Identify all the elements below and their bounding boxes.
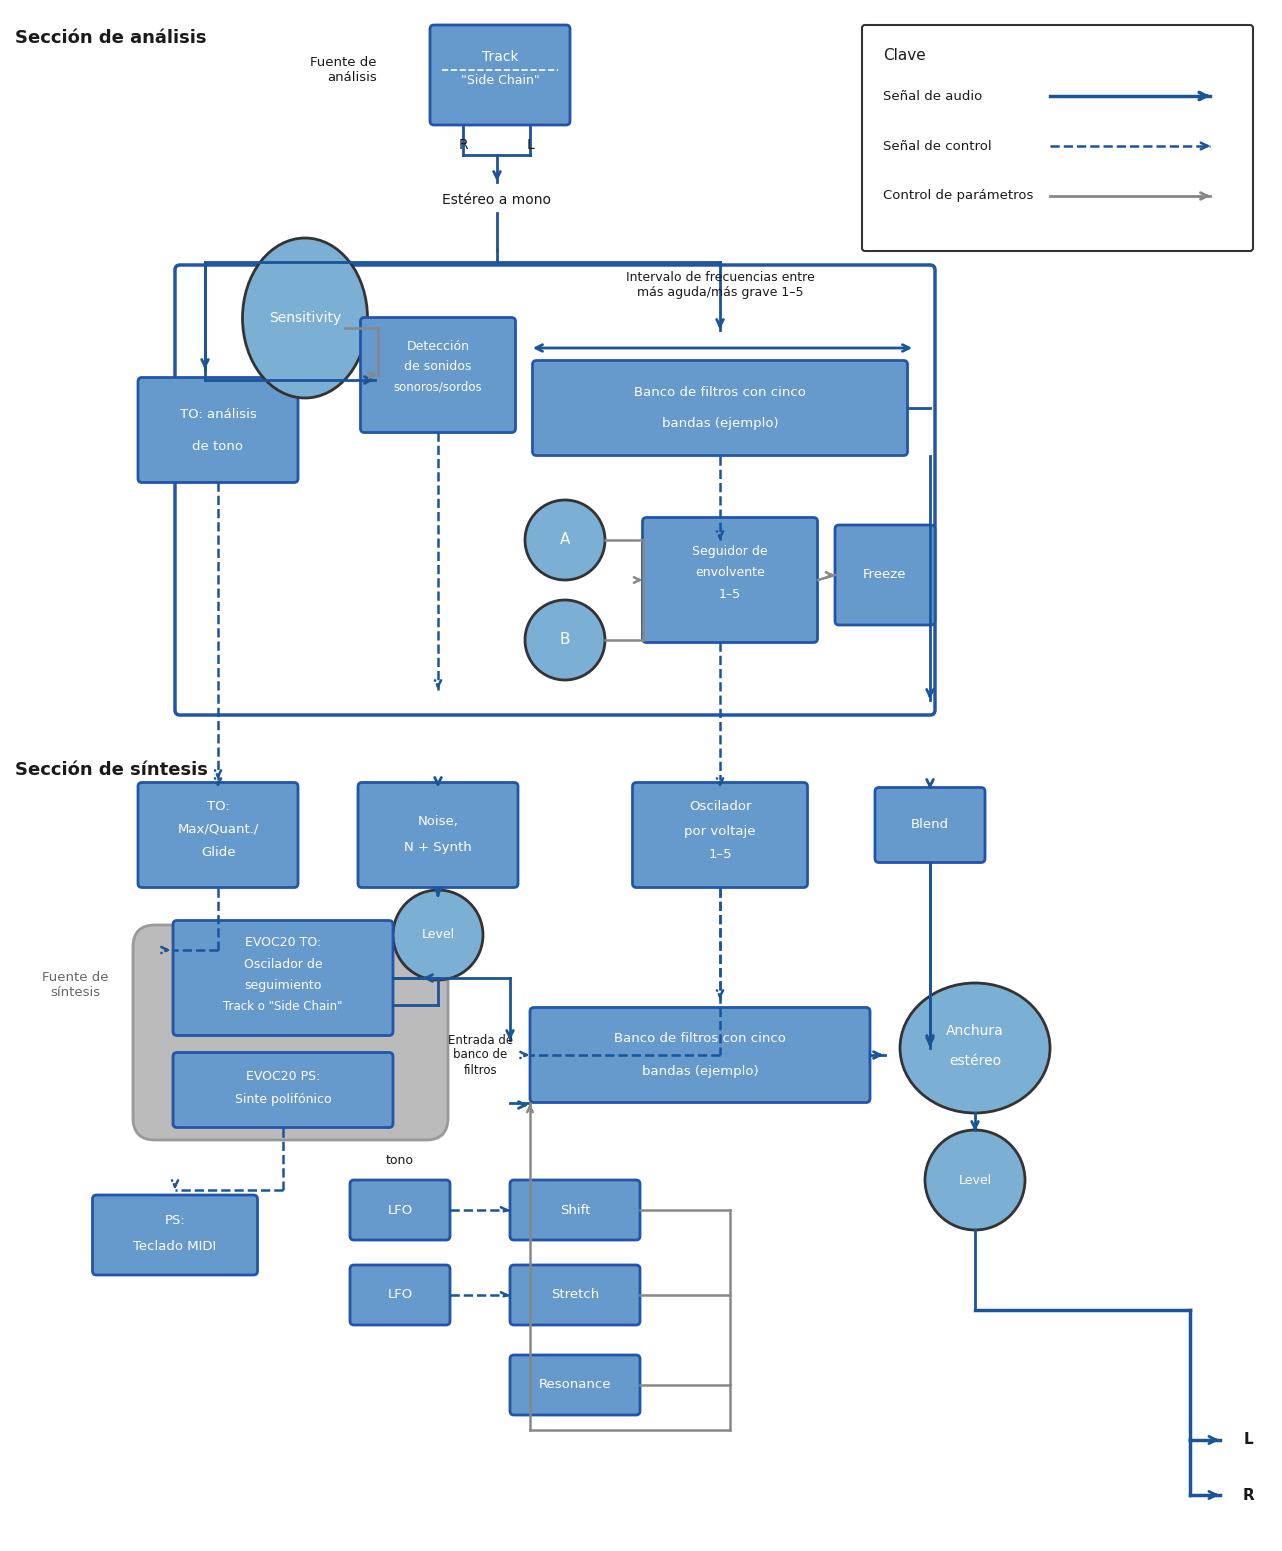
Text: Fuente de
síntesis: Fuente de síntesis — [42, 971, 108, 999]
Text: tono: tono — [386, 1154, 414, 1166]
FancyBboxPatch shape — [510, 1180, 640, 1239]
Text: Oscilador: Oscilador — [688, 800, 751, 814]
Text: R: R — [458, 138, 468, 152]
Text: LFO: LFO — [387, 1289, 413, 1301]
Text: Level: Level — [959, 1174, 991, 1187]
Text: Banco de filtros con cinco: Banco de filtros con cinco — [635, 386, 806, 400]
FancyBboxPatch shape — [835, 524, 935, 625]
Text: seguimiento: seguimiento — [245, 979, 322, 991]
Text: EVOC20 TO:: EVOC20 TO: — [245, 937, 320, 949]
Text: Detección: Detección — [406, 341, 469, 354]
Ellipse shape — [394, 890, 483, 980]
Text: Sección de síntesis: Sección de síntesis — [15, 762, 208, 779]
Text: L: L — [526, 138, 533, 152]
Text: Glide: Glide — [201, 847, 236, 859]
Text: Blend: Blend — [912, 819, 949, 831]
FancyBboxPatch shape — [510, 1266, 640, 1325]
Text: Noise,: Noise, — [418, 814, 459, 828]
Text: Max/Quant./: Max/Quant./ — [177, 822, 259, 836]
Ellipse shape — [526, 600, 605, 679]
Text: Señal de control: Señal de control — [883, 140, 991, 152]
Text: Banco de filtros con cinco: Banco de filtros con cinco — [614, 1033, 786, 1045]
Text: de tono: de tono — [192, 439, 244, 453]
Text: B: B — [560, 633, 570, 647]
FancyBboxPatch shape — [360, 318, 515, 433]
Text: TO:: TO: — [206, 800, 229, 814]
FancyBboxPatch shape — [532, 360, 908, 456]
FancyBboxPatch shape — [642, 518, 818, 642]
Text: sonoros/sordos: sonoros/sordos — [394, 380, 482, 394]
Text: Teclado MIDI: Teclado MIDI — [133, 1241, 217, 1253]
FancyBboxPatch shape — [173, 920, 394, 1036]
Text: bandas (ejemplo): bandas (ejemplo) — [662, 417, 778, 430]
Text: envolvente: envolvente — [695, 566, 765, 579]
Text: Seguidor de: Seguidor de — [692, 546, 768, 558]
Text: estéreo: estéreo — [949, 1055, 1001, 1069]
Text: Sensitivity: Sensitivity — [269, 312, 341, 326]
Text: R: R — [1242, 1487, 1254, 1503]
Text: 1–5: 1–5 — [719, 588, 741, 600]
Ellipse shape — [526, 499, 605, 580]
Text: 1–5: 1–5 — [708, 848, 732, 861]
FancyBboxPatch shape — [510, 1356, 640, 1415]
Text: bandas (ejemplo): bandas (ejemplo) — [642, 1064, 759, 1078]
Text: A: A — [560, 532, 570, 548]
Text: de sonidos: de sonidos — [404, 360, 472, 374]
Text: Control de parámetros: Control de parámetros — [883, 189, 1033, 203]
FancyBboxPatch shape — [358, 783, 518, 887]
Ellipse shape — [926, 1131, 1026, 1230]
FancyBboxPatch shape — [862, 25, 1253, 251]
Text: Sinte polifónico: Sinte polifónico — [235, 1093, 331, 1106]
FancyBboxPatch shape — [429, 25, 570, 126]
FancyBboxPatch shape — [138, 783, 297, 887]
Text: Track: Track — [482, 50, 518, 64]
FancyBboxPatch shape — [133, 924, 447, 1140]
FancyBboxPatch shape — [92, 1194, 258, 1275]
Text: Stretch: Stretch — [551, 1289, 599, 1301]
Text: LFO: LFO — [387, 1204, 413, 1216]
Text: Sección de análisis: Sección de análisis — [15, 29, 206, 47]
FancyBboxPatch shape — [350, 1180, 450, 1239]
Text: Fuente de
análisis: Fuente de análisis — [310, 56, 377, 84]
Text: Freeze: Freeze — [863, 569, 906, 582]
FancyBboxPatch shape — [138, 377, 297, 482]
Text: Track o "Side Chain": Track o "Side Chain" — [223, 999, 342, 1013]
FancyBboxPatch shape — [876, 788, 985, 862]
FancyBboxPatch shape — [632, 783, 808, 887]
Text: TO: análisis: TO: análisis — [179, 408, 256, 420]
Text: Estéreo a mono: Estéreo a mono — [442, 192, 551, 206]
Text: PS:: PS: — [164, 1214, 186, 1227]
Text: Anchura: Anchura — [946, 1024, 1004, 1038]
Text: N + Synth: N + Synth — [404, 841, 472, 853]
FancyBboxPatch shape — [529, 1008, 870, 1103]
Ellipse shape — [900, 983, 1050, 1114]
Text: Señal de audio: Señal de audio — [883, 90, 982, 102]
Text: "Side Chain": "Side Chain" — [460, 73, 540, 87]
Text: Intervalo de frecuencias entre
más aguda/más grave 1–5: Intervalo de frecuencias entre más aguda… — [626, 271, 814, 299]
Text: Entrada de
banco de
filtros: Entrada de banco de filtros — [447, 1033, 513, 1076]
Ellipse shape — [242, 237, 368, 399]
Text: Oscilador de: Oscilador de — [244, 957, 322, 971]
Text: Clave: Clave — [883, 48, 926, 64]
Text: por voltaje: por voltaje — [685, 825, 756, 838]
Text: EVOC20 PS:: EVOC20 PS: — [246, 1070, 320, 1083]
FancyBboxPatch shape — [173, 1053, 394, 1128]
FancyBboxPatch shape — [350, 1266, 450, 1325]
Text: Shift: Shift — [560, 1204, 590, 1216]
Text: L: L — [1244, 1433, 1253, 1447]
Text: Level: Level — [422, 929, 455, 941]
Text: Resonance: Resonance — [538, 1379, 612, 1391]
